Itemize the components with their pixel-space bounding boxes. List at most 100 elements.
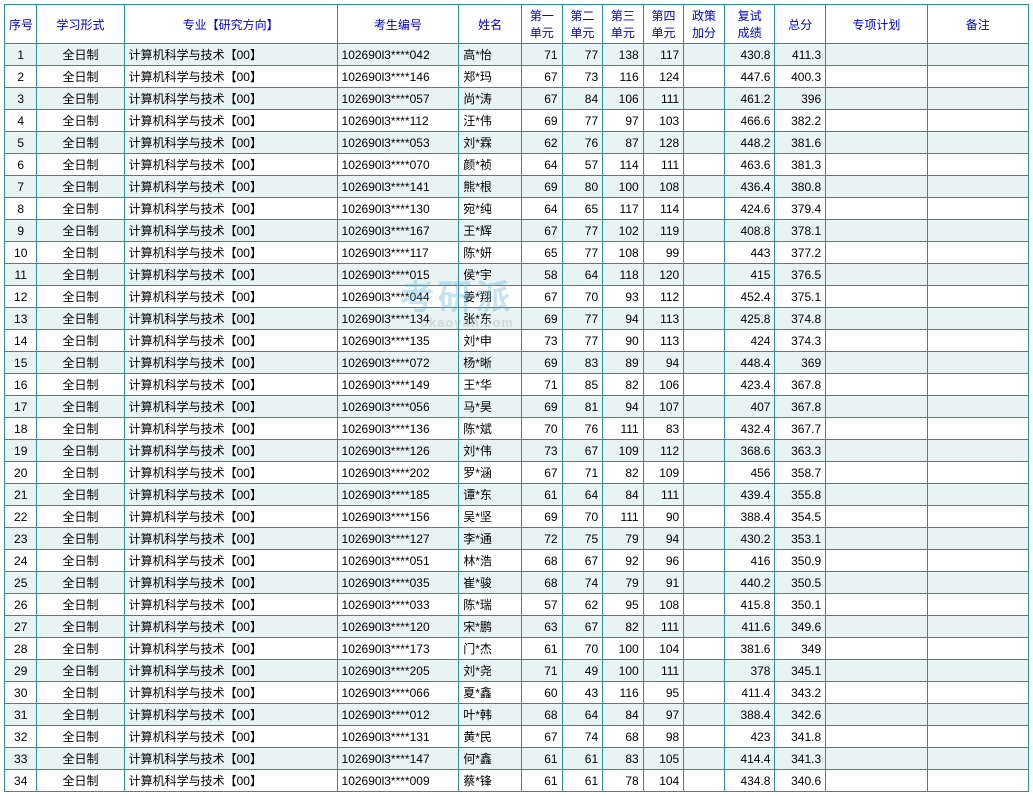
cell [927,660,1028,682]
table-row: 29全日制计算机科学与技术【00】102690l3****205刘*尧71491… [5,660,1029,682]
cell: 计算机科学与技术【00】 [124,506,337,528]
cell: 424.6 [724,198,775,220]
cell: 67 [522,66,563,88]
cell: 434.8 [724,770,775,792]
table-row: 5全日制计算机科学与技术【00】102690l3****053刘*霖627687… [5,132,1029,154]
cell: 120 [643,264,684,286]
cell: 计算机科学与技术【00】 [124,440,337,462]
col-u1: 第一单元 [522,5,563,44]
cell: 107 [643,396,684,418]
cell: 67 [522,726,563,748]
cell [684,44,725,66]
cell: 62 [522,132,563,154]
cell: 108 [603,242,644,264]
cell: 刘*申 [459,330,522,352]
cell [826,748,927,770]
cell: 郑*玛 [459,66,522,88]
cell: 363.3 [775,440,826,462]
cell: 84 [562,88,603,110]
cell: 97 [643,704,684,726]
cell [927,88,1028,110]
cell: 84 [603,704,644,726]
cell [826,44,927,66]
cell [927,330,1028,352]
cell: 415.8 [724,594,775,616]
cell: 111 [643,154,684,176]
cell: 104 [643,770,684,792]
cell: 69 [522,506,563,528]
cell: 105 [643,748,684,770]
cell: 全日制 [37,528,124,550]
cell: 计算机科学与技术【00】 [124,308,337,330]
cell: 全日制 [37,704,124,726]
cell: 367.8 [775,396,826,418]
cell [684,110,725,132]
cell: 358.7 [775,462,826,484]
col-total: 总分 [775,5,826,44]
cell [927,418,1028,440]
cell: 69 [522,396,563,418]
cell [684,374,725,396]
cell: 382.2 [775,110,826,132]
cell: 57 [522,594,563,616]
cell: 73 [522,440,563,462]
col-major: 专业【研究方向】 [124,5,337,44]
cell: 440.2 [724,572,775,594]
cell: 刘*尧 [459,660,522,682]
cell [927,726,1028,748]
table-row: 7全日制计算机科学与技术【00】102690l3****141熊*根698010… [5,176,1029,198]
cell: 414.4 [724,748,775,770]
cell: 计算机科学与技术【00】 [124,88,337,110]
cell [927,550,1028,572]
cell [927,220,1028,242]
cell: 高*怡 [459,44,522,66]
cell [927,286,1028,308]
cell [684,132,725,154]
cell [684,154,725,176]
cell [927,308,1028,330]
cell: 69 [522,110,563,132]
table-row: 17全日制计算机科学与技术【00】102690l3****056马*昊69819… [5,396,1029,418]
cell [826,550,927,572]
cell: 65 [522,242,563,264]
cell: 全日制 [37,132,124,154]
cell [927,770,1028,792]
cell: 34 [5,770,37,792]
cell: 67 [522,88,563,110]
cell [826,528,927,550]
cell: 23 [5,528,37,550]
cell [927,154,1028,176]
table-row: 2全日制计算机科学与技术【00】102690l3****146郑*玛677311… [5,66,1029,88]
cell: 452.4 [724,286,775,308]
cell [684,594,725,616]
cell [927,176,1028,198]
cell: 102690l3****173 [337,638,459,660]
cell [684,66,725,88]
cell: 3 [5,88,37,110]
table-row: 28全日制计算机科学与技术【00】102690l3****173门*杰61701… [5,638,1029,660]
cell [684,462,725,484]
cell: 377.2 [775,242,826,264]
cell: 112 [643,440,684,462]
cell: 王*华 [459,374,522,396]
cell: 83 [562,352,603,374]
cell [826,66,927,88]
cell: 350.9 [775,550,826,572]
cell: 463.6 [724,154,775,176]
cell: 375.1 [775,286,826,308]
cell: 68 [603,726,644,748]
cell [927,484,1028,506]
cell: 62 [562,594,603,616]
cell: 77 [562,220,603,242]
cell: 杨*晰 [459,352,522,374]
cell: 102690l3****156 [337,506,459,528]
cell: 68 [522,550,563,572]
cell: 43 [562,682,603,704]
cell: 116 [603,66,644,88]
cell: 全日制 [37,550,124,572]
cell: 374.3 [775,330,826,352]
cell [826,616,927,638]
cell: 102690l3****072 [337,352,459,374]
cell: 77 [562,330,603,352]
cell [826,132,927,154]
